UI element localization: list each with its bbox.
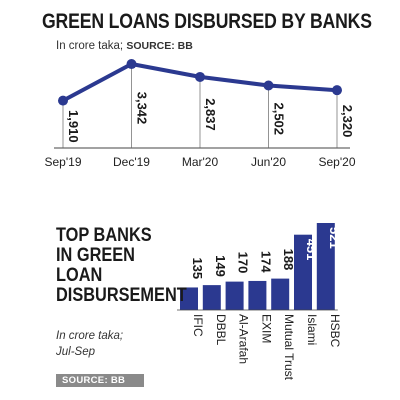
line-chart-unit: In crore taka; [56,40,124,52]
data-point [195,71,205,82]
category-label: Islami [305,314,319,345]
bar-chart-title-line: LOAN [56,265,103,286]
bar [294,234,312,310]
data-point [58,95,68,106]
bar-value-label: 149 [213,255,228,277]
data-point [126,59,137,70]
data-label: 1,910 [66,110,81,143]
bar-chart-subtitle: In crore taka; Jul-Sep [56,328,123,360]
x-tick-label: Sep'19 [45,155,82,169]
category-label: IFIC [191,314,205,337]
category-label: HSBC [328,314,342,348]
data-label: 2,320 [340,105,355,138]
bar-value-label: 135 [190,257,205,279]
bar-value-label: 170 [236,252,251,274]
bar [202,285,221,310]
line-chart-subtitle: In crore taka; SOURCE: BB [56,40,193,52]
bar [180,287,198,310]
bar-chart-title-line: TOP BANKS [56,225,152,246]
category-label: Al-Arafah [237,314,251,364]
bar-value-label: 451 [304,239,319,261]
x-tick-label: Dec'19 [113,155,150,169]
bar-chart-period: Jul-Sep [56,346,95,358]
bar [316,223,335,310]
bar-chart: 135 IFIC 149 DBBL 170 Al-Arafah 174 EXIM 188 Mutu… [177,223,342,381]
bar [225,281,244,310]
category-label: Mutual Trust [282,314,296,381]
line-chart-title: GREEN LOANS DISBURSED BY BANKS [42,10,372,33]
bar-chart-title: TOP BANKS IN GREEN LOAN DISBURSEMENT [56,226,187,306]
line-chart: 1,910 Sep'19 3,342 Dec'19 2,837 Mar'20 2,502 Ju… [45,59,356,169]
x-tick-label: Sep'20 [319,155,356,169]
bar-chart-title-line: IN GREEN [56,245,135,266]
bar [248,280,267,310]
data-point [263,80,274,91]
bar-chart-source: SOURCE: BB [56,374,144,387]
data-label: 2,502 [272,102,287,135]
category-label: EXIM [259,314,273,343]
bar-chart-title-line: DISBURSEMENT [56,285,187,306]
category-label: DBBL [214,314,228,346]
data-point [332,85,342,96]
data-label: 2,837 [203,98,218,131]
bar-value-label: 174 [258,251,273,273]
bar-value-label: 521 [327,227,342,249]
x-tick-label: Jun'20 [251,155,286,169]
bar-chart-unit: In crore taka; [56,330,124,342]
bar-value-label: 188 [281,249,296,271]
bar [271,278,290,310]
line-chart-source: SOURCE: BB [126,40,193,52]
data-label: 3,342 [135,92,150,125]
x-tick-label: Mar'20 [182,155,219,169]
